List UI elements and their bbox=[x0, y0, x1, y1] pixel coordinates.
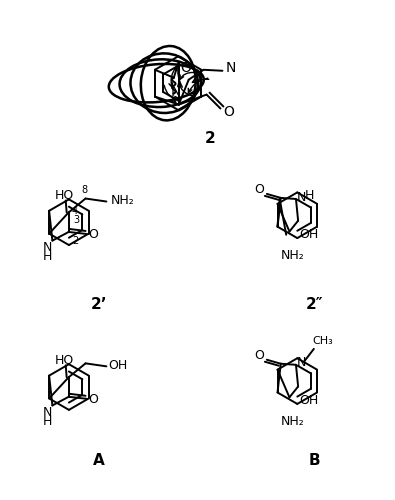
Text: O: O bbox=[88, 394, 98, 406]
Text: OH: OH bbox=[300, 228, 319, 241]
Text: NH₂: NH₂ bbox=[111, 194, 134, 207]
Text: NH₂: NH₂ bbox=[280, 416, 304, 428]
Text: 2’: 2’ bbox=[90, 297, 107, 312]
Text: O: O bbox=[223, 106, 234, 120]
Text: N: N bbox=[43, 406, 52, 419]
Text: 8: 8 bbox=[81, 184, 88, 194]
Text: CH₃: CH₃ bbox=[312, 336, 333, 346]
Text: OH: OH bbox=[109, 359, 128, 372]
Text: 2″: 2″ bbox=[305, 297, 323, 312]
Text: N: N bbox=[171, 84, 181, 98]
Text: A: A bbox=[93, 453, 105, 468]
Text: O: O bbox=[88, 228, 98, 241]
Text: O: O bbox=[254, 184, 264, 196]
Text: N: N bbox=[43, 241, 52, 254]
Text: N: N bbox=[297, 356, 307, 370]
Text: H: H bbox=[305, 188, 314, 202]
Text: OH: OH bbox=[300, 394, 319, 407]
Text: NH₂: NH₂ bbox=[280, 250, 304, 262]
Text: O: O bbox=[254, 350, 264, 362]
Text: 4: 4 bbox=[72, 206, 78, 216]
Text: 3: 3 bbox=[73, 216, 80, 226]
Text: 2: 2 bbox=[73, 236, 79, 246]
Text: HO: HO bbox=[55, 354, 74, 367]
Text: B: B bbox=[308, 453, 320, 468]
Text: N: N bbox=[225, 61, 235, 75]
Text: N: N bbox=[297, 192, 307, 204]
Text: 2: 2 bbox=[205, 132, 215, 146]
Text: O: O bbox=[180, 61, 191, 75]
Text: HO: HO bbox=[55, 189, 74, 202]
Text: H: H bbox=[43, 415, 52, 428]
Text: H: H bbox=[43, 250, 52, 263]
